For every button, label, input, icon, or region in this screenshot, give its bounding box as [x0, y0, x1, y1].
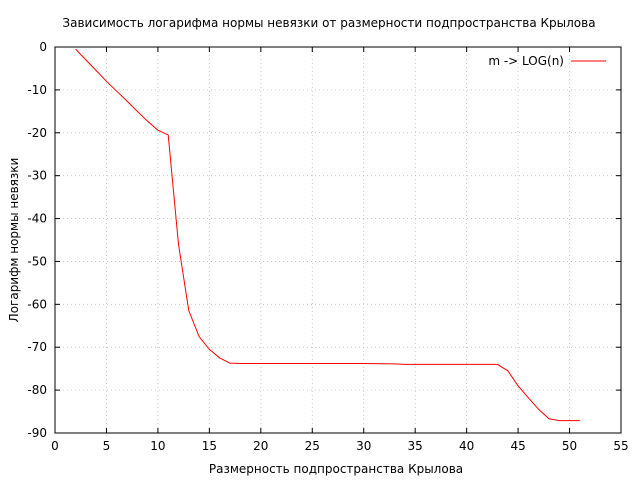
- y-tick-label: -80: [27, 383, 47, 397]
- y-tick-label: -30: [27, 169, 47, 183]
- y-axis-label: Логарифм нормы невязки: [7, 158, 21, 323]
- x-tick-label: 0: [51, 439, 59, 453]
- y-tick-label: -60: [27, 297, 47, 311]
- series-lines: [75, 48, 580, 422]
- x-tick-label: 5: [103, 439, 111, 453]
- x-tick-label: 50: [562, 439, 577, 453]
- plot-border: [54, 46, 622, 434]
- y-tick-label: -70: [27, 340, 47, 354]
- x-tick-label: 35: [408, 439, 423, 453]
- x-axis-label: Размерность подпространства Крылова: [209, 462, 463, 476]
- x-tick-label: 10: [150, 439, 165, 453]
- x-tick-label: 45: [510, 439, 525, 453]
- legend-label: m -> LOG(n): [488, 54, 564, 68]
- y-tick-label: -40: [27, 212, 47, 226]
- y-tick-label: -50: [27, 254, 47, 268]
- axis-ticks: 0 5 10 15 20 25 30 35 40 45 50 55 0 -10 -20 -30 -40 -50 -6…: [27, 40, 628, 453]
- series-line: [75, 48, 580, 422]
- x-tick-label: 40: [459, 439, 474, 453]
- chart-title: Зависимость логарифма нормы невязки от р…: [62, 16, 595, 30]
- y-tick-label: -20: [27, 126, 47, 140]
- x-tick-label: 55: [613, 439, 628, 453]
- legend: m -> LOG(n): [488, 54, 606, 68]
- x-tick-label: 20: [253, 439, 268, 453]
- y-tick-label: -90: [27, 426, 47, 440]
- x-tick-label: 30: [356, 439, 371, 453]
- grid: [55, 47, 621, 433]
- y-tick-label: 0: [39, 40, 47, 54]
- x-tick-label: 15: [202, 439, 217, 453]
- x-tick-label: 25: [305, 439, 320, 453]
- y-tick-label: -10: [27, 83, 47, 97]
